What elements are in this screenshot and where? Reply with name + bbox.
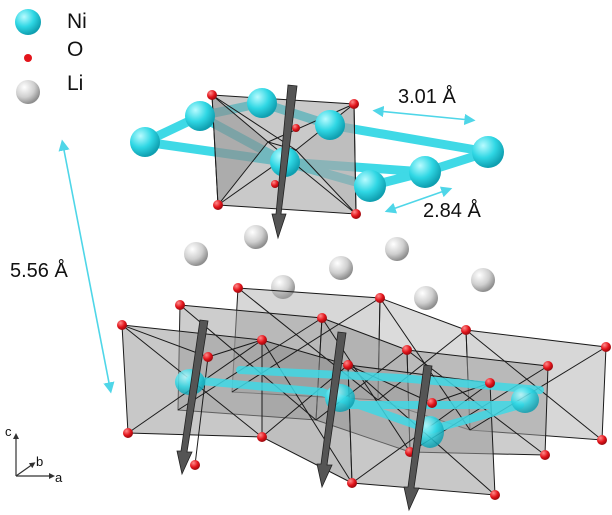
ni-ni-distance-arrow [372, 105, 476, 126]
ni-atom [511, 387, 539, 413]
o-atom [233, 283, 243, 293]
li-atom [184, 242, 208, 266]
o-atom [351, 209, 361, 219]
ni-atom [130, 127, 160, 157]
o-atom [175, 300, 185, 310]
o-atom [292, 124, 300, 132]
o-atom [375, 293, 385, 303]
o-atom [317, 313, 327, 323]
o-atom [190, 460, 200, 470]
axis-c-label: c [5, 424, 12, 439]
o-atom [461, 325, 471, 335]
legend: Ni O Li [15, 9, 87, 104]
top-ni-atoms [130, 88, 504, 202]
legend-li-label: Li [67, 72, 83, 95]
bottom-o-atoms [117, 283, 611, 500]
top-axis-arrow [271, 84, 298, 240]
ni-atom [247, 88, 277, 118]
interlayer-spacing-arrow [58, 139, 115, 394]
li-atom [244, 225, 268, 249]
ni-atom [185, 101, 215, 131]
bottom-axis-arrows [176, 319, 433, 512]
li-atom [271, 275, 295, 299]
o-atom [427, 398, 437, 408]
axis-arrow [316, 331, 347, 489]
axis-triad: c b a [5, 424, 63, 485]
o-atom [485, 378, 495, 388]
ni-atom [354, 170, 386, 202]
li-atom [385, 237, 409, 261]
o-atom [349, 99, 359, 109]
o-atom [601, 342, 611, 352]
ni-ni-distance-label: 3.01 Å [398, 85, 456, 108]
axis-arrow [176, 319, 209, 476]
bottom-ni-bonds [186, 366, 544, 434]
o-atom [257, 335, 267, 345]
legend-ni-swatch [15, 9, 41, 35]
top-o-atoms [207, 90, 361, 219]
o-atom [490, 490, 500, 500]
o-atom [402, 345, 412, 355]
o-atom [271, 180, 279, 188]
li-atom [471, 268, 495, 292]
axis-b-label: b [36, 454, 43, 469]
o-atom [597, 435, 607, 445]
o-atom [203, 352, 213, 362]
legend-o-swatch [24, 54, 32, 62]
o-atom [123, 428, 133, 438]
li-layer [184, 225, 495, 310]
axis-arrow [403, 364, 433, 512]
ni-o-distance-label: 2.84 Å [423, 199, 481, 222]
legend-li-swatch [16, 80, 40, 104]
li-atom [414, 286, 438, 310]
o-atom [117, 320, 127, 330]
ni-atom [472, 136, 504, 168]
li-atom [329, 256, 353, 280]
o-atom [347, 478, 357, 488]
ni-o-distance-arrow [384, 186, 453, 214]
legend-o-label: O [67, 38, 83, 61]
interlayer-spacing-label: 5.56 Å [10, 259, 68, 282]
ni-atom [315, 110, 345, 140]
ni-atom [409, 156, 441, 188]
measurements: 3.01 Å 2.84 Å 5.56 Å [10, 85, 481, 394]
axis-a-label: a [55, 470, 63, 485]
o-atom [257, 432, 267, 442]
o-atom [343, 360, 353, 370]
legend-ni-label: Ni [67, 10, 87, 33]
o-atom [207, 90, 217, 100]
o-atom [213, 200, 223, 210]
o-atom [543, 361, 553, 371]
o-atom [540, 450, 550, 460]
